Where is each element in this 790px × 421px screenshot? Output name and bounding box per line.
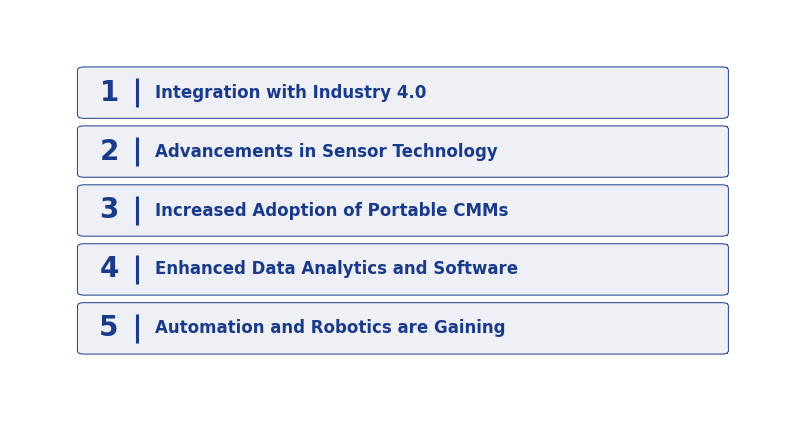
Bar [79, 245, 727, 294]
Text: Integration with Industry 4.0: Integration with Industry 4.0 [155, 84, 427, 101]
Text: 5: 5 [100, 314, 118, 342]
Text: Increased Adoption of Portable CMMs: Increased Adoption of Portable CMMs [155, 202, 508, 219]
Text: Automation and Robotics are Gaining: Automation and Robotics are Gaining [155, 320, 506, 337]
FancyBboxPatch shape [77, 67, 728, 118]
FancyBboxPatch shape [77, 126, 728, 177]
Bar [79, 127, 727, 176]
FancyBboxPatch shape [77, 185, 728, 236]
Bar [79, 304, 727, 353]
Text: 4: 4 [100, 256, 118, 283]
Bar [79, 68, 727, 117]
Bar [79, 186, 727, 235]
FancyBboxPatch shape [77, 303, 728, 354]
Text: 3: 3 [100, 197, 118, 224]
Text: Enhanced Data Analytics and Software: Enhanced Data Analytics and Software [155, 261, 518, 278]
Text: 2: 2 [100, 138, 118, 165]
FancyBboxPatch shape [77, 244, 728, 295]
Text: Advancements in Sensor Technology: Advancements in Sensor Technology [155, 143, 498, 160]
Text: 1: 1 [100, 79, 118, 107]
